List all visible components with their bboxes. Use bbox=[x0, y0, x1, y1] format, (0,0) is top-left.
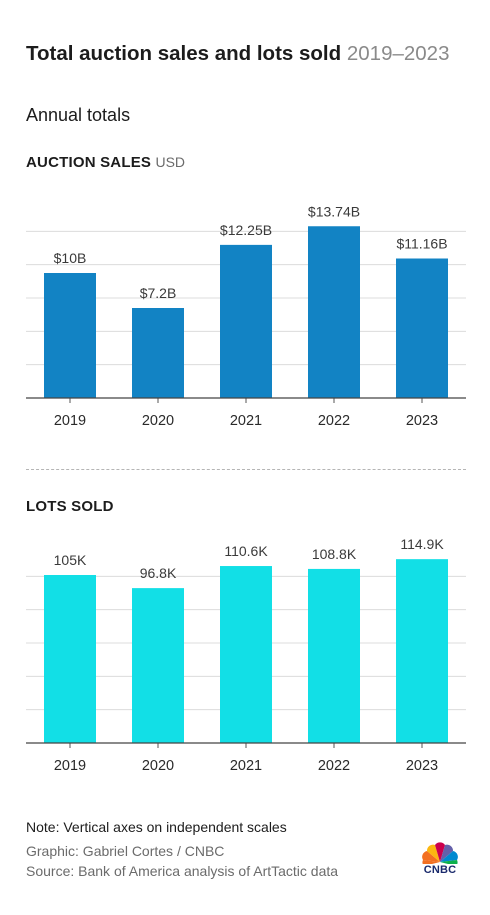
lots-label-text: LOTS SOLD bbox=[26, 498, 114, 515]
footer-note: Note: Vertical axes on independent scale… bbox=[26, 819, 287, 835]
sales-data-label-2023: $11.16B bbox=[396, 236, 447, 252]
sales-bar-2023 bbox=[396, 258, 448, 398]
lots-data-label-2020: 96.8K bbox=[140, 565, 177, 581]
sales-tick-label-2020: 2020 bbox=[142, 413, 174, 429]
sales-label-text: AUCTION SALES bbox=[26, 154, 152, 171]
sales-section-label: AUCTION SALES USD bbox=[26, 154, 185, 171]
lots-bar-chart: 105K 2019 96.8K 2020 110.6K 2021 108.8K 2022 114… bbox=[26, 536, 466, 774]
lots-section-label: LOTS SOLD bbox=[26, 498, 114, 515]
lots-bar-2022 bbox=[308, 568, 360, 743]
sales-tick-label-2021: 2021 bbox=[230, 413, 262, 429]
sales-bar-2021 bbox=[220, 244, 272, 398]
sales-bar-chart: $10B 2019 $7.2B 2020 $12.25B 2021 $13.74B 2022 $… bbox=[26, 203, 466, 429]
footer-graphic-credit: Graphic: Gabriel Cortes / CNBC bbox=[26, 843, 225, 859]
sales-data-label-2021: $12.25B bbox=[220, 222, 272, 238]
lots-data-label-2019: 105K bbox=[54, 552, 87, 568]
peacock-icon bbox=[422, 842, 458, 866]
sales-bar-2019 bbox=[44, 273, 96, 398]
lots-tick-label-2023: 2023 bbox=[406, 758, 438, 774]
lots-bar-2020 bbox=[132, 588, 184, 743]
lots-bar-2021 bbox=[220, 566, 272, 743]
sales-unit-label: USD bbox=[155, 154, 186, 170]
lots-tick-label-2022: 2022 bbox=[318, 758, 350, 774]
sales-data-label-2019: $10B bbox=[54, 250, 87, 266]
logo-wordmark: CNBC bbox=[423, 864, 457, 876]
section-divider bbox=[26, 469, 466, 470]
sales-tick-label-2022: 2022 bbox=[318, 413, 350, 429]
lots-tick-label-2020: 2020 bbox=[142, 758, 174, 774]
sales-bar-2020 bbox=[132, 308, 184, 398]
lots-bar-2023 bbox=[396, 559, 448, 743]
cnbc-logo: CNBC bbox=[418, 840, 462, 880]
lots-tick-label-2019: 2019 bbox=[54, 758, 86, 774]
footer-source: Source: Bank of America analysis of ArtT… bbox=[26, 863, 339, 879]
lots-bar-2019 bbox=[44, 575, 96, 743]
title-block: Total auction sales and lots sold 2019–2… bbox=[26, 40, 466, 68]
chart-subtitle: Annual totals bbox=[26, 105, 131, 125]
title-range: 2019–2023 bbox=[346, 42, 450, 65]
chart-title: Total auction sales and lots sold 2019–2… bbox=[26, 40, 466, 68]
title-main: Total auction sales and lots sold bbox=[26, 42, 342, 65]
lots-data-label-2021: 110.6K bbox=[224, 543, 268, 559]
sales-data-label-2022: $13.74B bbox=[308, 203, 360, 219]
lots-data-label-2022: 108.8K bbox=[312, 546, 357, 562]
lots-data-label-2023: 114.9K bbox=[400, 536, 444, 552]
sales-data-label-2020: $7.2B bbox=[140, 285, 177, 301]
lots-tick-label-2021: 2021 bbox=[230, 758, 262, 774]
sales-tick-label-2023: 2023 bbox=[406, 413, 438, 429]
sales-tick-label-2019: 2019 bbox=[54, 413, 86, 429]
sales-bar-2022 bbox=[308, 226, 360, 398]
